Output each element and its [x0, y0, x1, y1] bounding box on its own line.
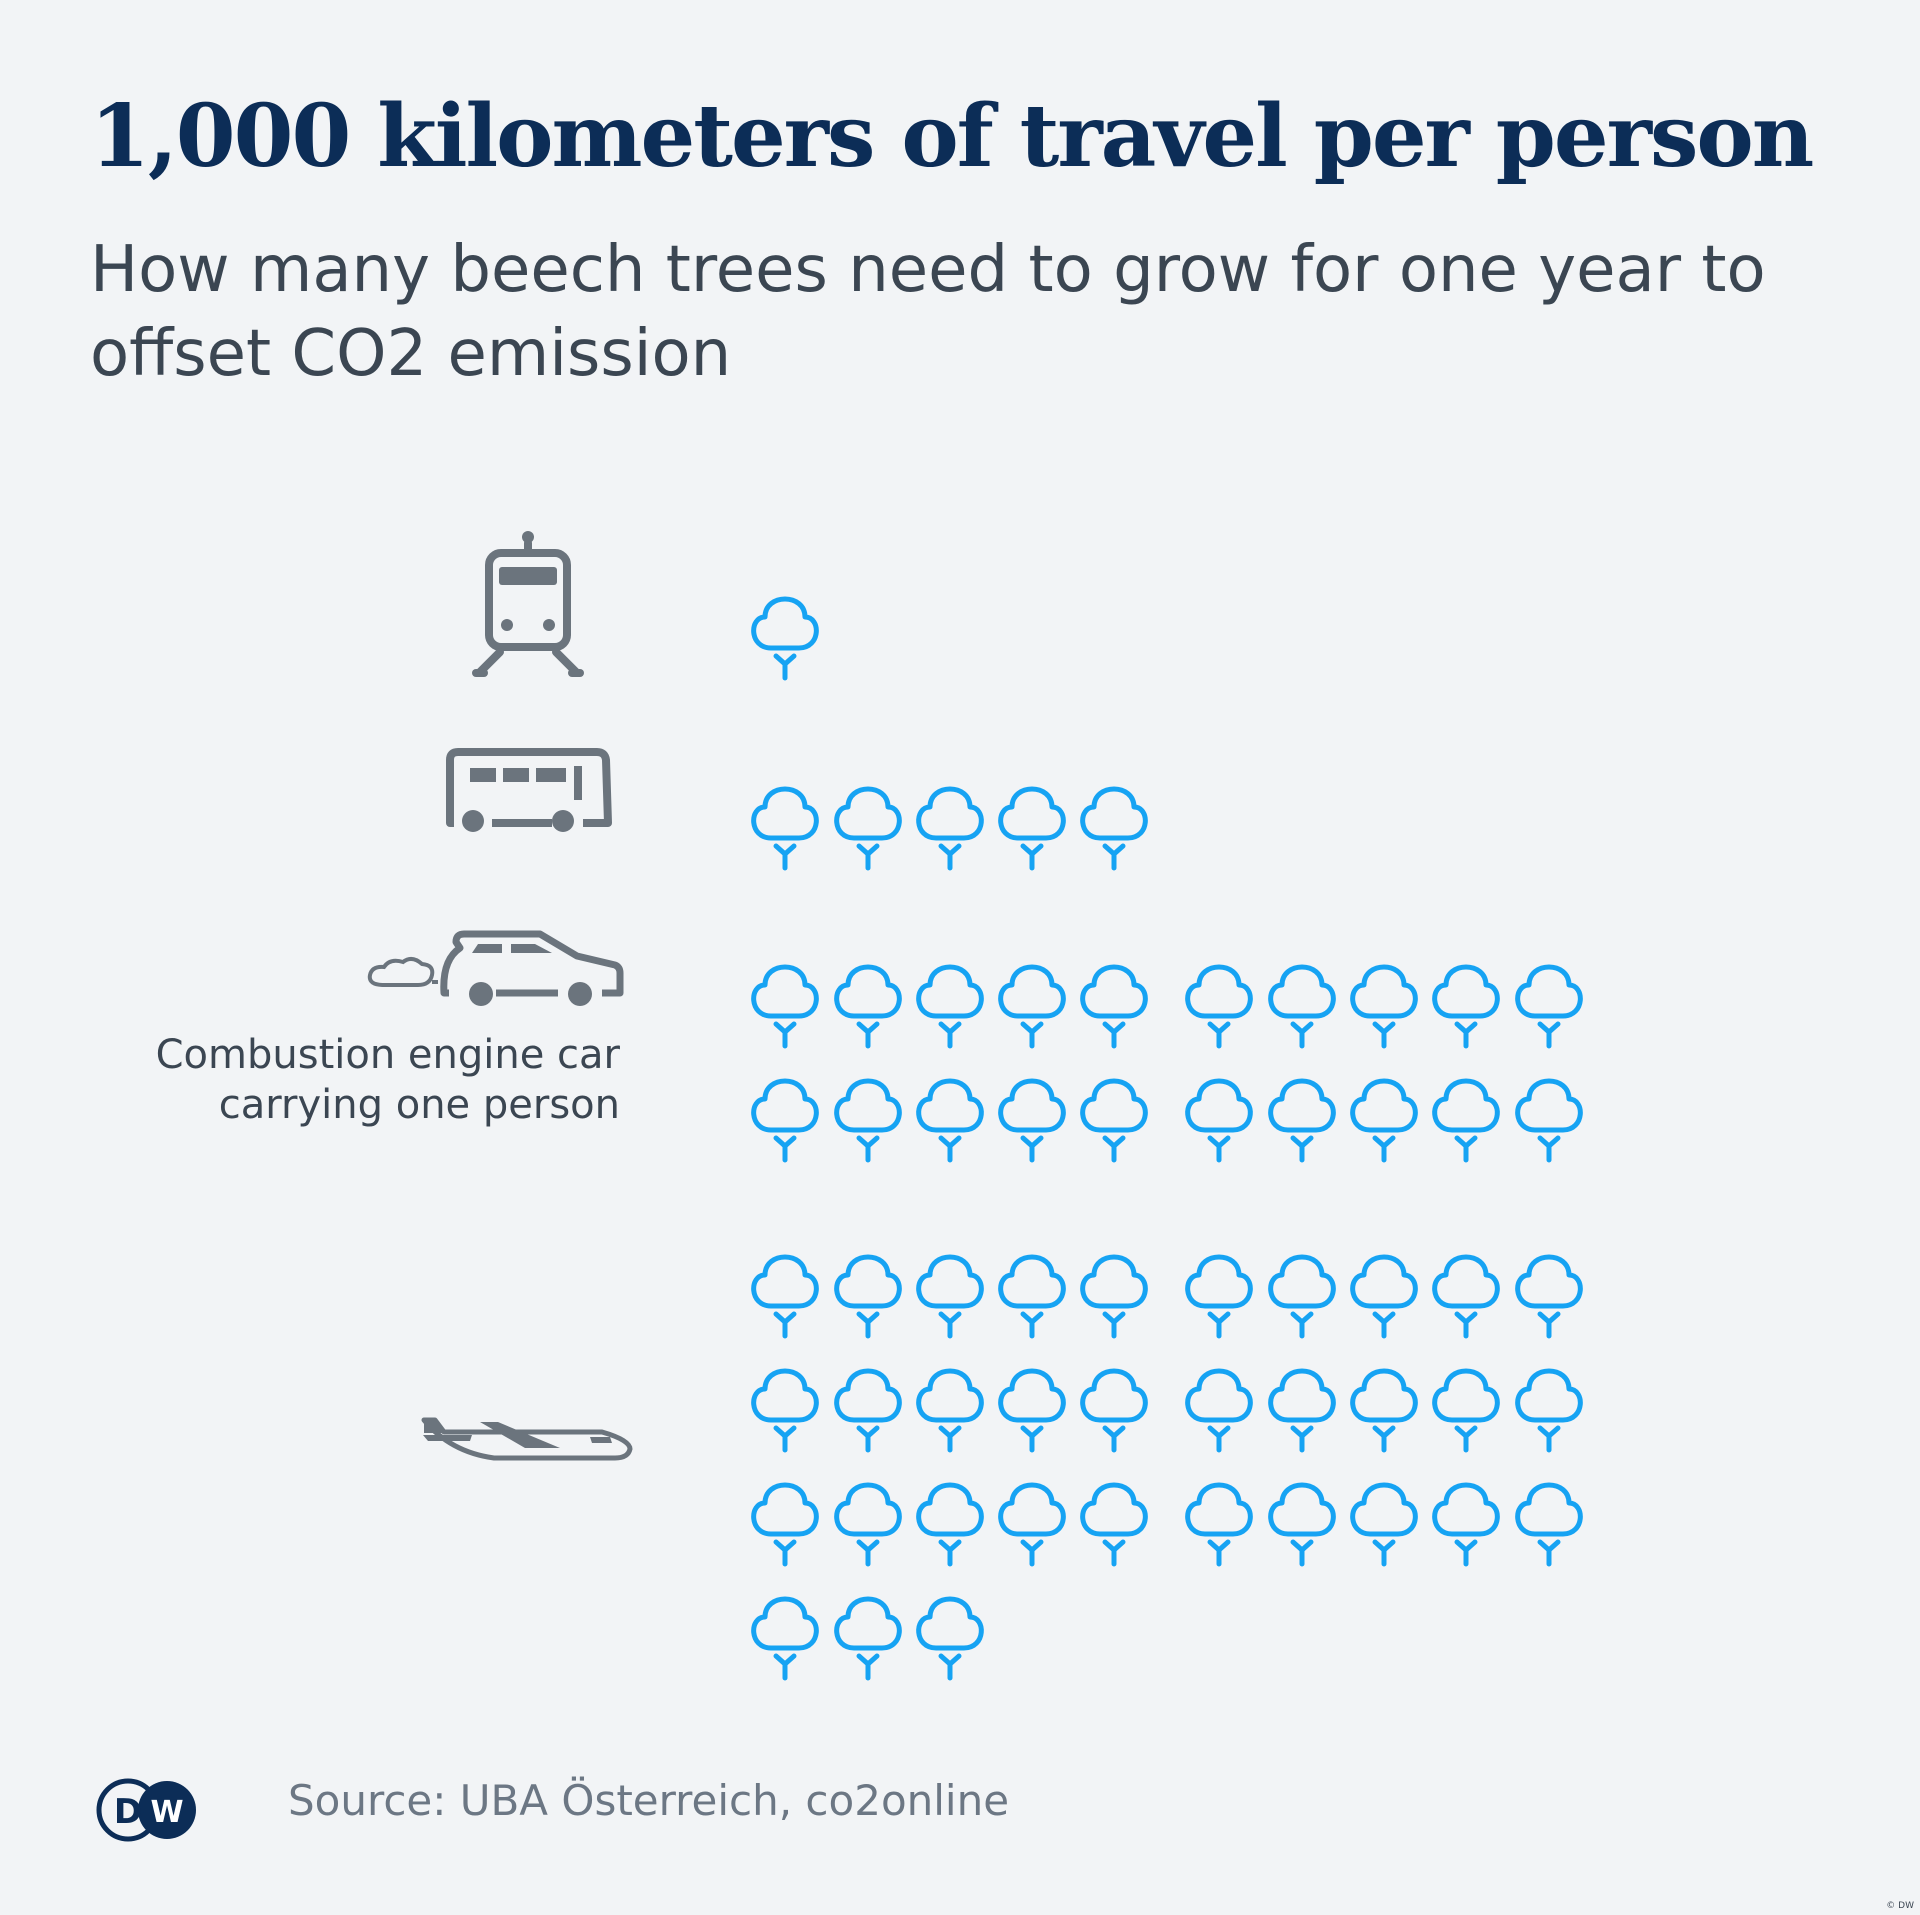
svg-text:W: W: [150, 1795, 183, 1830]
beech-tree-icon: [1515, 1078, 1583, 1163]
beech-tree-icon: [834, 1368, 902, 1453]
beech-tree-icon: [1268, 964, 1336, 1049]
beech-tree-icon: [1350, 1368, 1418, 1453]
beech-tree-icon: [916, 1596, 984, 1681]
beech-tree-icon: [1080, 964, 1148, 1049]
beech-tree-icon: [916, 1078, 984, 1163]
beech-tree-icon: [834, 1482, 902, 1567]
beech-tree-icon: [916, 964, 984, 1049]
beech-tree-icon: [1515, 1368, 1583, 1453]
beech-tree-icon: [751, 1596, 819, 1681]
beech-tree-icon: [1515, 964, 1583, 1049]
car-category-label-line-2: carrying one person: [219, 1082, 620, 1128]
beech-tree-icon: [1350, 964, 1418, 1049]
beech-tree-icon: [1185, 1482, 1253, 1567]
beech-tree-icon: [1515, 1482, 1583, 1567]
plane-icon: [421, 1417, 633, 1461]
beech-tree-icon: [1268, 1368, 1336, 1453]
beech-tree-icon: [1432, 1078, 1500, 1163]
beech-tree-icon: [834, 1078, 902, 1163]
beech-tree-icon: [998, 1078, 1066, 1163]
source-note: Source: UBA Österreich, co2online: [288, 1776, 1010, 1825]
beech-tree-icon: [751, 1078, 819, 1163]
beech-tree-icon: [998, 1254, 1066, 1339]
beech-tree-icon: [998, 1482, 1066, 1567]
beech-tree-icon: [1185, 1368, 1253, 1453]
beech-tree-icon: [1432, 1368, 1500, 1453]
beech-tree-icon: [834, 786, 902, 871]
beech-tree-icon: [751, 786, 819, 871]
beech-tree-icon: [1080, 1482, 1148, 1567]
svg-text:D: D: [114, 1792, 142, 1832]
beech-tree-icon: [1350, 1254, 1418, 1339]
beech-tree-icon: [1350, 1482, 1418, 1567]
beech-tree-icon: [1185, 1254, 1253, 1339]
beech-tree-icon: [916, 1254, 984, 1339]
copyright-note: © DW: [1886, 1901, 1914, 1911]
beech-tree-icon: [1350, 1078, 1418, 1163]
tree-pictogram-area: [751, 596, 1583, 1681]
beech-tree-icon: [1080, 1254, 1148, 1339]
beech-tree-icon: [834, 1254, 902, 1339]
chart-subtitle: How many beech trees need to grow for on…: [90, 233, 1766, 391]
chart-title: 1,000 kilometers of travel per person: [90, 86, 1814, 187]
beech-tree-icon: [1268, 1254, 1336, 1339]
train-icon: [472, 531, 584, 677]
beech-tree-icon: [751, 596, 819, 681]
beech-tree-icon: [1080, 1368, 1148, 1453]
beech-tree-icon: [834, 1596, 902, 1681]
beech-tree-icon: [916, 1482, 984, 1567]
beech-tree-icon: [751, 1368, 819, 1453]
beech-tree-icon: [1432, 1254, 1500, 1339]
beech-tree-icon: [1432, 964, 1500, 1049]
beech-tree-icon: [1432, 1482, 1500, 1567]
beech-tree-icon: [1185, 964, 1253, 1049]
beech-tree-icon: [998, 1368, 1066, 1453]
beech-tree-icon: [1080, 786, 1148, 871]
beech-tree-icon: [998, 786, 1066, 871]
beech-tree-icon: [998, 964, 1066, 1049]
beech-tree-icon: [751, 1254, 819, 1339]
beech-tree-icon: [916, 1368, 984, 1453]
beech-tree-icon: [1185, 1078, 1253, 1163]
beech-tree-icon: [916, 786, 984, 871]
beech-tree-icon: [751, 1482, 819, 1567]
dw-logo: D W: [96, 1778, 196, 1842]
beech-tree-icon: [1080, 1078, 1148, 1163]
bus-icon: [446, 748, 612, 832]
beech-tree-icon: [751, 964, 819, 1049]
car-icon: [367, 930, 624, 1006]
car-category-label-line-1: Combustion engine car: [156, 1032, 621, 1078]
beech-tree-icon: [1515, 1254, 1583, 1339]
beech-tree-icon: [1268, 1482, 1336, 1567]
beech-tree-icon: [1268, 1078, 1336, 1163]
beech-tree-icon: [834, 964, 902, 1049]
